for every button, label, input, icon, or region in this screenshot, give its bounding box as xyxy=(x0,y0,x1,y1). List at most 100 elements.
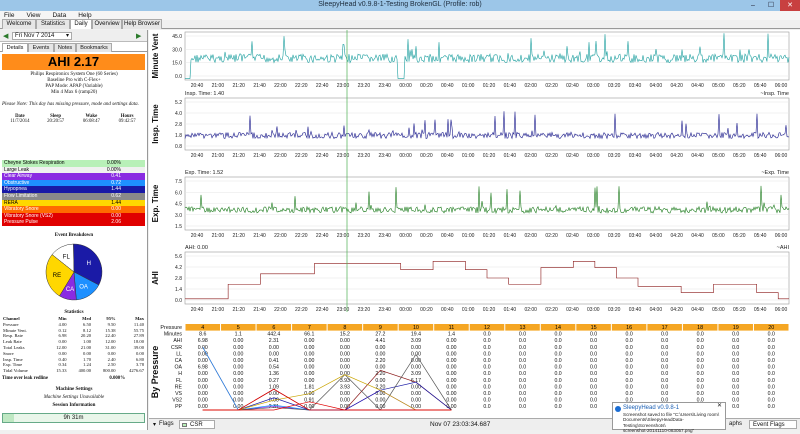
maximize-button[interactable]: ☐ xyxy=(767,2,775,9)
tab-notes[interactable]: Notes xyxy=(54,43,76,52)
menu-view[interactable]: View xyxy=(26,12,41,19)
pressure-cell: 0.00 xyxy=(446,404,456,410)
pressure-cell: 0.0 xyxy=(768,332,775,338)
session-info-title: Session Information xyxy=(52,403,96,408)
event-row[interactable]: Vibratory Snore (VS2) 0.00 xyxy=(2,212,145,220)
x-tick-label: 21:40 xyxy=(253,233,266,239)
pressure-cell: 0.0 xyxy=(626,351,633,357)
pressure-header-cell xyxy=(647,324,682,331)
x-tick-label: 02:00 xyxy=(524,233,537,239)
stats-cell: 400.00 xyxy=(78,368,92,374)
pressure-cell: 0.00 xyxy=(233,404,243,410)
stats-cell: 2.40 xyxy=(107,356,116,362)
graphs-dropdown[interactable]: aphs xyxy=(729,421,743,427)
pressure-header-cell xyxy=(718,324,753,331)
x-tick-label: 22:20 xyxy=(295,233,308,239)
prev-day-button[interactable]: ◀ xyxy=(3,33,9,40)
pressure-header-cell xyxy=(469,324,505,331)
menu-help[interactable]: Help xyxy=(78,12,92,19)
x-tick-label: 01:20 xyxy=(483,153,496,159)
event-row[interactable]: Cheyne Stokes Respiration 0.00% xyxy=(2,160,145,167)
event-row[interactable]: Pressure Pulse 2.06 xyxy=(2,219,145,226)
stats-cell: 0.40 xyxy=(58,356,67,362)
close-button[interactable]: ✕ xyxy=(780,0,800,11)
event-row[interactable]: Clear Airway 0.41 xyxy=(2,173,145,180)
main-tabs: Welcome Statistics Daily Overview Help B… xyxy=(0,19,800,29)
y-tick-label: 4.5 xyxy=(175,202,182,208)
flags-collapse-icon[interactable]: ▾ xyxy=(153,422,157,428)
flags-toggle[interactable]: Flags xyxy=(159,421,174,427)
pressure-cell: 0.0 xyxy=(554,365,561,371)
x-tick-label: 05:40 xyxy=(754,233,767,239)
y-tick-label: 0.0 xyxy=(175,298,182,304)
y-tick-label: 6.0 xyxy=(175,190,182,196)
tab-statistics[interactable]: Statistics xyxy=(36,19,70,29)
x-tick-label: 22:20 xyxy=(295,83,308,89)
pressure-header-cell xyxy=(576,324,611,331)
pressure-cell: 0.0 xyxy=(590,391,597,397)
session-duration-bar: 9h 31m xyxy=(2,413,145,423)
x-tick-label: 05:20 xyxy=(733,153,746,159)
event-row[interactable]: RERA 1.44 xyxy=(2,199,145,207)
tab-bookmarks[interactable]: Bookmarks xyxy=(76,43,112,52)
event-row[interactable]: Flow Limitation 0.62 xyxy=(2,193,145,200)
stats-cell: Tidal Volume xyxy=(3,368,28,374)
x-tick-label: 00:20 xyxy=(420,153,433,159)
event-row[interactable]: Large Leak 0.00% xyxy=(2,166,145,174)
pressure-cell: 0.00 xyxy=(411,345,421,351)
date-field[interactable]: Fri Nov 7 2014 xyxy=(12,32,72,40)
y-tick-label: 45.0 xyxy=(172,34,182,40)
pressure-cell: 0.00 xyxy=(304,338,314,344)
menu-file[interactable]: File xyxy=(4,12,15,19)
graph-line xyxy=(184,111,790,140)
stats-cell: 0.00 xyxy=(58,339,67,345)
next-day-button[interactable]: ▶ xyxy=(136,33,142,40)
event-value: 0.00% xyxy=(106,166,121,173)
pressure-cell: 2.31 xyxy=(269,338,279,344)
x-tick-label: 04:00 xyxy=(650,233,663,239)
pressure-cell: 0.00 xyxy=(446,391,456,397)
tab-daily[interactable]: Daily xyxy=(70,19,92,29)
pressure-header-value: 5 xyxy=(237,325,240,331)
ahi-summary: AHI 2.17 xyxy=(2,54,145,70)
y-tick-label: 30.0 xyxy=(172,47,182,53)
graph-canvas[interactable]: Minute Vent 45.0 30.0 15.0 0.0 20:40 21:00 21:2… xyxy=(149,30,800,420)
pressure-cell: 0.00 xyxy=(446,338,456,344)
minimize-button[interactable]: – xyxy=(751,2,755,9)
stats-cell: Snore xyxy=(3,350,14,356)
tab-welcome[interactable]: Welcome xyxy=(2,19,36,29)
stats-row: Pressure 4.00 6.50 9.50 11.40 xyxy=(2,322,145,328)
menu-data[interactable]: Data xyxy=(52,12,67,19)
pressure-cell: 0.0 xyxy=(697,391,704,397)
x-tick-label: 21:40 xyxy=(253,307,266,313)
pressure-series-line xyxy=(202,388,452,411)
event-row[interactable]: Obstructive 0.72 xyxy=(2,179,145,187)
x-tick-label: 22:20 xyxy=(295,153,308,159)
x-tick-label: 00:00 xyxy=(399,153,412,159)
pressure-cell: 0.91 xyxy=(304,398,314,404)
graph-frame[interactable] xyxy=(184,31,790,81)
pressure-table-label: By Pressure xyxy=(150,346,160,399)
event-row[interactable]: Hypopnea 1.44 xyxy=(2,186,145,193)
x-tick-label: 00:20 xyxy=(420,83,433,89)
event-row[interactable]: Vibratory Snore 0.00 xyxy=(2,206,145,213)
stats-cell: Resp. Rate xyxy=(3,333,23,339)
tab-details[interactable]: Details xyxy=(2,43,28,52)
event-flag-select[interactable]: CSR xyxy=(179,420,215,429)
event-flags-dropdown[interactable]: Event Flags xyxy=(749,420,797,429)
x-tick-label: 21:20 xyxy=(232,83,245,89)
stats-cell: Exp. Time xyxy=(3,362,23,368)
pressure-cell: 15.2 xyxy=(340,332,350,338)
pressure-header-value: 20 xyxy=(768,325,774,331)
date-dropdown-icon[interactable]: ▾ xyxy=(66,33,70,39)
leak-redline-value: 0.000% xyxy=(109,376,125,381)
tab-help-browser[interactable]: Help Browser xyxy=(122,19,162,29)
stats-cell: 95% xyxy=(106,316,116,321)
screenshot-notification[interactable]: ✕ SleepyHead v0.9.8-1 Screenshot saved t… xyxy=(612,402,726,433)
tab-overview[interactable]: Overview xyxy=(92,19,122,29)
tab-events[interactable]: Events xyxy=(28,43,54,52)
notification-close-button[interactable]: ✕ xyxy=(716,403,722,409)
pressure-cell: 0.0 xyxy=(519,404,526,410)
pressure-cell: 0.0 xyxy=(554,332,561,338)
x-tick-label: 03:20 xyxy=(608,307,621,313)
